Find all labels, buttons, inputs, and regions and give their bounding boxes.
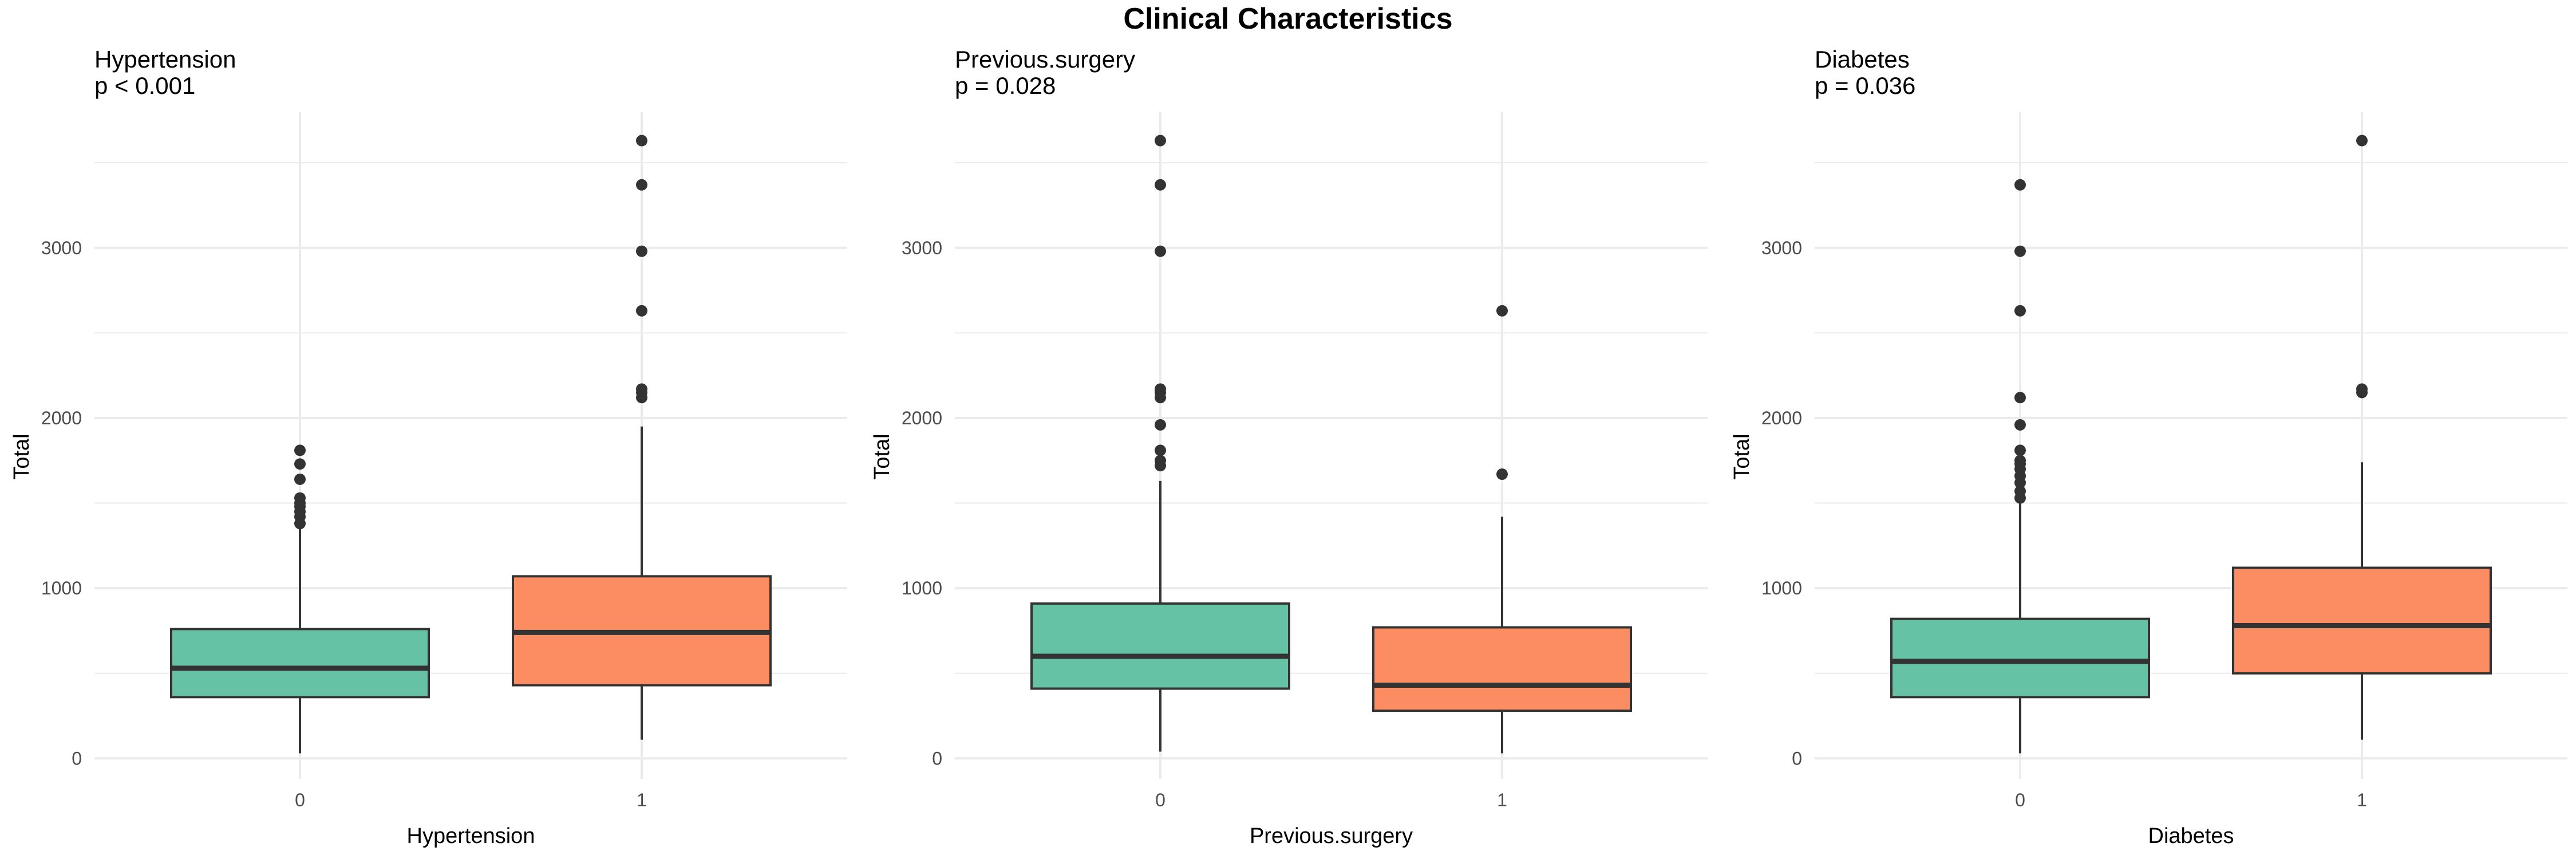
panel-pvalue: p = 0.028 (955, 72, 1056, 99)
box-group-1 (1372, 305, 1633, 754)
y-tick-label: 3000 (41, 238, 82, 258)
panel-title: Diabetes (1815, 46, 1910, 73)
x-tick-label: 1 (1497, 790, 1507, 810)
box-group-1 (2232, 135, 2492, 740)
x-tick-label: 1 (2357, 790, 2367, 810)
outlier-point (1154, 419, 1166, 431)
x-axis-label: Hypertension (407, 824, 535, 848)
box-iqr (1372, 626, 1633, 712)
x-axis-label: Diabetes (2148, 824, 2234, 848)
panel-pvalue: p < 0.001 (94, 72, 195, 99)
outlier-point (2014, 444, 2026, 456)
panel-title: Hypertension (94, 46, 236, 73)
box-group-0 (1030, 135, 1290, 752)
outlier-point (2014, 419, 2026, 431)
panel-title: Previous.surgery (955, 46, 1135, 73)
outlier-point (294, 444, 306, 456)
outlier-point (636, 245, 648, 257)
outlier-point (1154, 444, 1166, 456)
outlier-point (294, 492, 306, 504)
x-tick-label: 0 (2015, 790, 2025, 810)
outlier-point (2356, 383, 2368, 395)
outlier-point (636, 383, 648, 395)
outlier-point (2014, 305, 2026, 317)
outlier-point (294, 473, 306, 485)
y-axis-label: Total (1730, 434, 1754, 479)
box-iqr (1890, 617, 2150, 699)
figure-title: Clinical Characteristics (1123, 2, 1452, 36)
y-tick-label: 0 (72, 748, 82, 769)
box-iqr (169, 628, 430, 699)
y-tick-label: 2000 (902, 408, 942, 428)
y-tick-label: 1000 (1761, 578, 1802, 598)
x-tick-label: 0 (295, 790, 305, 810)
outlier-point (1154, 179, 1166, 191)
x-tick-label: 1 (637, 790, 647, 810)
y-tick-label: 1000 (41, 578, 82, 598)
outlier-point (1154, 245, 1166, 257)
box-group-0 (1890, 179, 2150, 754)
outlier-point (2014, 455, 2026, 467)
y-axis-label: Total (870, 434, 894, 479)
y-tick-label: 3000 (1761, 238, 1802, 258)
outlier-point (294, 458, 306, 470)
outlier-point (636, 305, 648, 317)
y-tick-label: 0 (932, 748, 942, 769)
y-tick-label: 0 (1792, 748, 1802, 769)
box-iqr (2232, 566, 2492, 675)
outlier-point (1496, 305, 1508, 317)
outlier-point (636, 135, 648, 147)
y-tick-label: 2000 (41, 408, 82, 428)
y-axis-label: Total (10, 434, 34, 479)
outlier-point (2356, 135, 2368, 147)
outlier-point (2014, 179, 2026, 191)
x-axis-label: Previous.surgery (1250, 824, 1413, 848)
x-tick-label: 0 (1155, 790, 1165, 810)
outlier-point (1154, 455, 1166, 467)
outlier-point (2014, 245, 2026, 257)
outlier-point (2014, 392, 2026, 404)
box-iqr (1030, 602, 1290, 690)
outlier-point (1496, 468, 1508, 480)
y-tick-label: 2000 (1761, 408, 1802, 428)
y-tick-label: 1000 (902, 578, 942, 598)
outlier-point (636, 179, 648, 191)
box-group-0 (169, 444, 430, 754)
outlier-point (1154, 135, 1166, 147)
outlier-point (2014, 485, 2026, 497)
outlier-point (1154, 383, 1166, 395)
panel-pvalue: p = 0.036 (1815, 72, 1915, 99)
y-tick-label: 3000 (902, 238, 942, 258)
box-group-1 (512, 135, 772, 740)
